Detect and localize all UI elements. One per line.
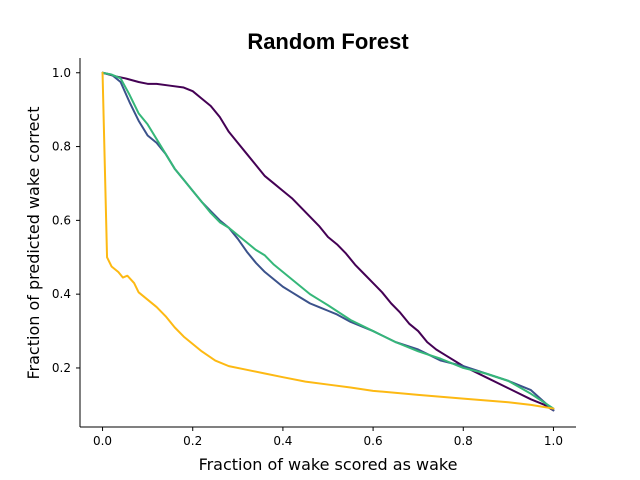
x-tick-label: 0.2 [183,434,202,448]
series-layer [101,71,555,412]
x-tick-label: 1.0 [544,434,563,448]
series-line-4 [101,71,555,410]
series-line-2 [101,71,555,412]
x-tick-label: 0.8 [454,434,473,448]
y-tick-label: 0.2 [52,361,71,375]
x-axis-label: Fraction of wake scored as wake [199,455,458,474]
y-tick-label: 0.8 [52,140,71,154]
y-tick-label: 1.0 [52,66,71,80]
chart-title: Random Forest [247,29,409,54]
y-axis-label: Fraction of predicted wake correct [24,107,43,380]
series-line-3 [101,71,555,410]
series-line-1 [101,71,555,412]
x-tick-label: 0.6 [364,434,383,448]
y-ticks: 0.2 0.4 0.6 0.8 1.0 [52,66,80,375]
y-tick-label: 0.6 [52,213,71,227]
y-tick-label: 0.4 [52,287,71,301]
x-ticks: 0.0 0.2 0.4 0.6 0.8 1.0 [93,427,563,448]
x-tick-label: 0.0 [93,434,112,448]
x-tick-label: 0.4 [273,434,292,448]
